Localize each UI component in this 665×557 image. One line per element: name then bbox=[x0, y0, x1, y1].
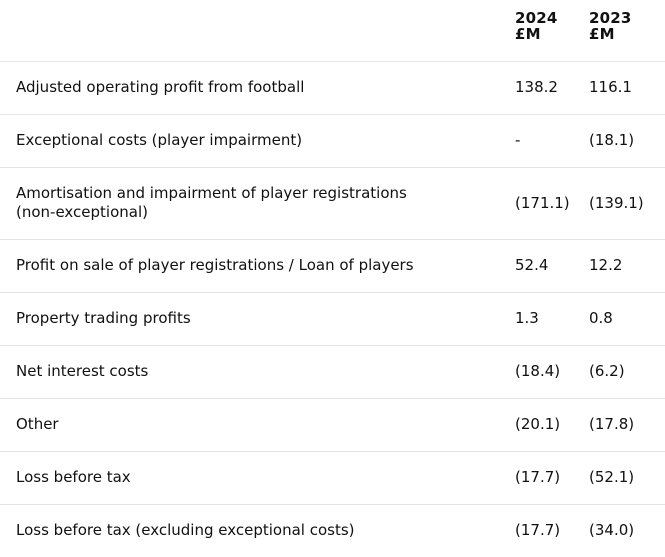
table-row: Loss before tax (17.7) (52.1) bbox=[0, 451, 665, 505]
header-row: 2024 £M 2023 £M bbox=[0, 0, 665, 62]
table-row: Exceptional costs (player impairment) - … bbox=[0, 114, 665, 168]
row-value-2023: (18.1) bbox=[589, 114, 665, 168]
table-row: Loss before tax (excluding exceptional c… bbox=[0, 504, 665, 557]
table-header: 2024 £M 2023 £M bbox=[0, 0, 665, 62]
table-body: Adjusted operating profit from football … bbox=[0, 61, 665, 557]
header-2024-unit: £M bbox=[515, 25, 541, 43]
row-value-2023: 12.2 bbox=[589, 239, 665, 293]
header-2023-year: 2023 bbox=[589, 9, 632, 27]
row-value-2024: (17.7) bbox=[500, 451, 589, 505]
row-value-2023: (17.8) bbox=[589, 398, 665, 452]
row-label: Loss before tax (excluding exceptional c… bbox=[16, 521, 355, 540]
header-2024: 2024 £M bbox=[500, 0, 589, 62]
row-value-2024: - bbox=[500, 114, 589, 168]
table-row: Adjusted operating profit from football … bbox=[0, 61, 665, 115]
row-value-2024: (17.7) bbox=[515, 521, 561, 540]
header-label-cell bbox=[0, 0, 500, 62]
row-value-2024: (20.1) bbox=[500, 398, 589, 452]
row-label: Amortisation and impairment of player re… bbox=[0, 167, 500, 240]
row-value-2023: (139.1) bbox=[589, 167, 665, 240]
row-value-2024: (18.4) bbox=[500, 345, 589, 399]
row-label: Exceptional costs (player impairment) bbox=[0, 114, 500, 168]
row-value-2023: (34.0) bbox=[589, 521, 635, 540]
table-row: Property trading profits 1.3 0.8 bbox=[0, 292, 665, 346]
row-value-2023: (6.2) bbox=[589, 345, 665, 399]
row-label: Loss before tax bbox=[0, 451, 500, 505]
table-row: Amortisation and impairment of player re… bbox=[0, 167, 665, 240]
header-2023: 2023 £M bbox=[589, 0, 665, 62]
table-row: Profit on sale of player registrations /… bbox=[0, 239, 665, 293]
row-label: Net interest costs bbox=[0, 345, 500, 399]
row-value-2024: 52.4 bbox=[500, 239, 589, 293]
row-label: Profit on sale of player registrations /… bbox=[0, 239, 500, 293]
row-value-2024: (171.1) bbox=[500, 167, 589, 240]
row-value-2023: 0.8 bbox=[589, 292, 665, 346]
table-row: Other (20.1) (17.8) bbox=[0, 398, 665, 452]
header-2023-unit: £M bbox=[589, 25, 615, 43]
row-label: Other bbox=[0, 398, 500, 452]
row-value-2023: 116.1 bbox=[589, 61, 665, 115]
header-2024-year: 2024 bbox=[515, 9, 558, 27]
table-row: Net interest costs (18.4) (6.2) bbox=[0, 345, 665, 399]
row-value-2023: (52.1) bbox=[589, 451, 665, 505]
row-label: Adjusted operating profit from football bbox=[0, 61, 500, 115]
row-value-2024: 138.2 bbox=[500, 61, 589, 115]
row-label: Property trading profits bbox=[0, 292, 500, 346]
row-value-2024: 1.3 bbox=[500, 292, 589, 346]
